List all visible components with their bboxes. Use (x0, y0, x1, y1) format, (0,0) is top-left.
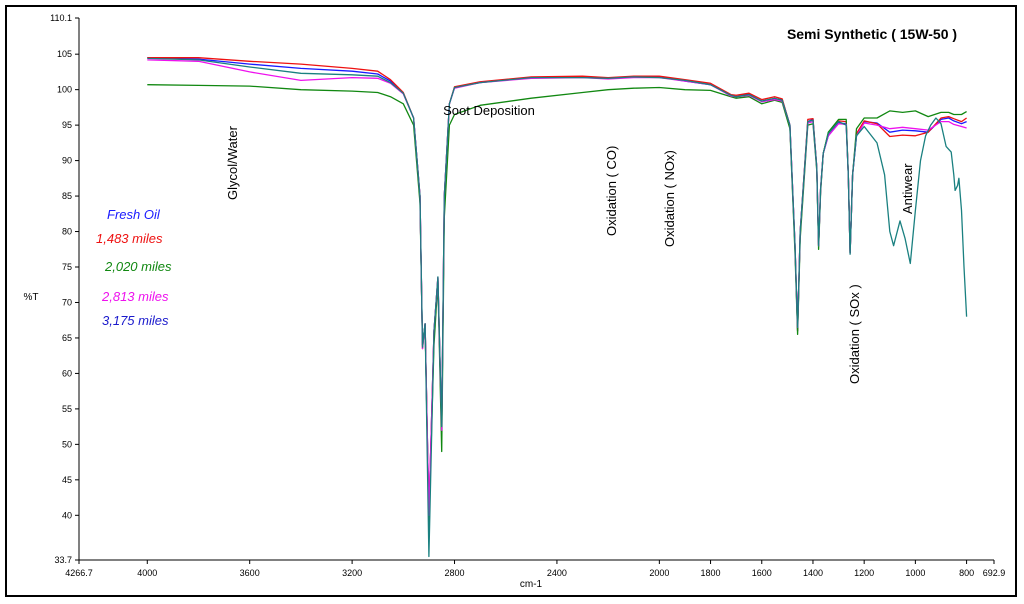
x-tick-label: 2400 (547, 568, 567, 578)
x-tick-label: 2800 (445, 568, 465, 578)
y-tick-label: 55 (62, 404, 72, 414)
annotation-antiwear: Antiwear (900, 163, 915, 214)
x-ticks: 4266.7 4000 3600 3200 2800 2400 2000 1800 1600 14… (65, 560, 1005, 578)
legend-entry-3175-miles: 3,175 miles (102, 313, 169, 328)
legend: Fresh Oil 1,483 miles 2,020 miles 2,813 … (96, 207, 172, 328)
y-tick-label: 85 (62, 191, 72, 201)
y-tick-label: 80 (62, 227, 72, 237)
y-tick-label: 70 (62, 297, 72, 307)
x-tick-label: 4000 (137, 568, 157, 578)
y-tick-label: 95 (62, 120, 72, 130)
x-tick-label: 3600 (240, 568, 260, 578)
annotation-oxidation-sox: Oxidation ( SOx ) (847, 284, 862, 384)
x-axis-label: cm-1 (520, 579, 543, 590)
x-tick-label: 1400 (803, 568, 823, 578)
x-tick-label: 1800 (701, 568, 721, 578)
annotation-oxidation-co: Oxidation ( CO) (604, 146, 619, 236)
chart-title: Semi Synthetic ( 15W-50 ) (787, 26, 957, 42)
y-tick-label: 40 (62, 510, 72, 520)
y-tick-label: 75 (62, 262, 72, 272)
annotation-oxidation-nox: Oxidation ( NOx) (662, 150, 677, 247)
legend-entry-1483-miles: 1,483 miles (96, 231, 163, 246)
x-tick-label: 2000 (649, 568, 669, 578)
y-tick-label: 90 (62, 156, 72, 166)
x-tick-label: 4266.7 (65, 568, 93, 578)
y-tick-label: 45 (62, 475, 72, 485)
y-tick-label: 60 (62, 368, 72, 378)
y-tick-label: 110.1 (50, 13, 72, 23)
y-tick-label: 105 (57, 49, 72, 59)
x-tick-label: 1000 (905, 568, 925, 578)
y-tick-label: 33.7 (54, 555, 72, 565)
x-tick-label: 800 (959, 568, 974, 578)
series-line-1-483-miles (147, 57, 967, 516)
series-line-3-175-miles (147, 57, 968, 558)
legend-entry-fresh-oil: Fresh Oil (107, 207, 161, 222)
series-line-2-020-miles (147, 84, 967, 524)
annotation-soot-deposition: Soot Deposition (443, 103, 535, 118)
series-line-fresh-oil (147, 57, 967, 516)
series-line-2-813-miles (147, 59, 967, 516)
annotation-glycol-water: Glycol/Water (225, 125, 240, 200)
x-tick-label: 1600 (752, 568, 772, 578)
y-tick-label: 50 (62, 439, 72, 449)
legend-entry-2813-miles: 2,813 miles (101, 289, 169, 304)
series-lines (147, 57, 968, 558)
x-tick-label: 692.9 (983, 568, 1006, 578)
legend-entry-2020-miles: 2,020 miles (104, 259, 172, 274)
chart-frame: 4266.7 4000 3600 3200 2800 2400 2000 1800 1600 14… (5, 5, 1017, 597)
x-tick-label: 1200 (854, 568, 874, 578)
y-axis-label: %T (24, 292, 39, 303)
y-tick-label: 100 (57, 85, 72, 95)
ftir-spectrum-chart: 4266.7 4000 3600 3200 2800 2400 2000 1800 1600 14… (24, 13, 1006, 590)
x-tick-label: 3200 (342, 568, 362, 578)
y-tick-label: 65 (62, 333, 72, 343)
y-ticks: 110.1 105 100 95 90 85 80 75 70 65 60 55 50 45 40 33.7 (50, 13, 79, 565)
